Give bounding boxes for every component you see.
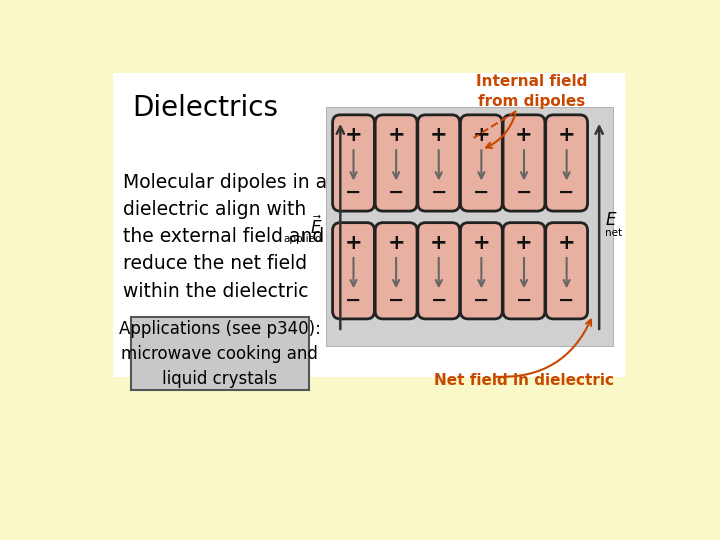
FancyBboxPatch shape: [375, 222, 417, 319]
Text: −: −: [559, 183, 575, 202]
Text: +: +: [387, 125, 405, 145]
FancyBboxPatch shape: [461, 115, 503, 211]
Text: +: +: [345, 233, 362, 253]
Text: +: +: [345, 125, 362, 145]
Text: +: +: [472, 233, 490, 253]
Text: +: +: [516, 125, 533, 145]
Text: −: −: [473, 183, 490, 202]
Text: −: −: [559, 291, 575, 310]
FancyBboxPatch shape: [375, 115, 417, 211]
FancyBboxPatch shape: [113, 72, 625, 377]
Text: −: −: [346, 291, 361, 310]
FancyBboxPatch shape: [333, 115, 374, 211]
Text: +: +: [430, 233, 448, 253]
Text: +: +: [472, 125, 490, 145]
FancyBboxPatch shape: [546, 222, 588, 319]
Text: −: −: [516, 183, 532, 202]
Text: Molecular dipoles in a
dielectric align with
the external field and
reduce the n: Molecular dipoles in a dielectric align …: [122, 173, 327, 301]
Text: −: −: [388, 183, 405, 202]
FancyBboxPatch shape: [418, 222, 459, 319]
FancyBboxPatch shape: [503, 222, 545, 319]
Text: +: +: [558, 233, 575, 253]
Text: −: −: [346, 183, 361, 202]
FancyBboxPatch shape: [546, 115, 588, 211]
Text: +: +: [558, 125, 575, 145]
Text: −: −: [431, 291, 447, 310]
FancyBboxPatch shape: [461, 222, 503, 319]
FancyBboxPatch shape: [418, 115, 459, 211]
Text: +: +: [430, 125, 448, 145]
Text: −: −: [388, 291, 405, 310]
Text: $\vec{E}$: $\vec{E}$: [310, 215, 323, 238]
Text: $E$: $E$: [606, 211, 618, 230]
Text: Applications (see p340):
microwave cooking and
liquid crystals: Applications (see p340): microwave cooki…: [119, 320, 320, 388]
Text: +: +: [516, 233, 533, 253]
Text: −: −: [431, 183, 447, 202]
Text: net: net: [606, 228, 623, 238]
Text: Internal field
from dipoles: Internal field from dipoles: [476, 74, 588, 109]
Text: −: −: [516, 291, 532, 310]
Text: applied: applied: [284, 234, 323, 244]
Text: +: +: [387, 233, 405, 253]
FancyBboxPatch shape: [503, 115, 545, 211]
Text: Net field in dielectric: Net field in dielectric: [434, 373, 614, 388]
FancyBboxPatch shape: [131, 318, 309, 390]
Text: Dielectrics: Dielectrics: [132, 94, 279, 122]
FancyBboxPatch shape: [326, 107, 613, 346]
FancyBboxPatch shape: [333, 222, 374, 319]
Text: −: −: [473, 291, 490, 310]
